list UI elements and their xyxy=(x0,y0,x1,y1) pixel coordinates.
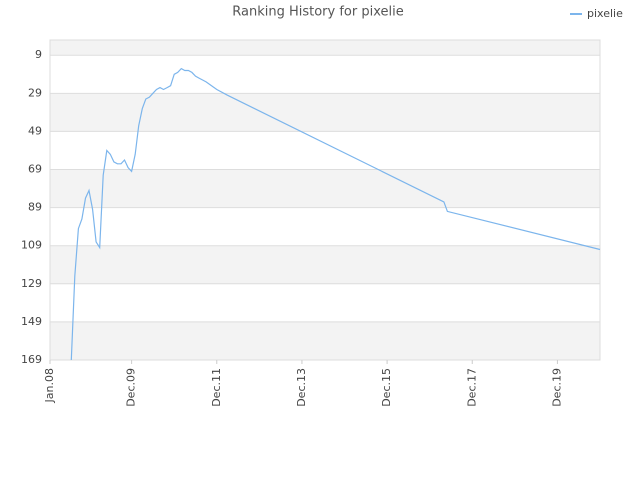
legend-label: pixelie xyxy=(587,7,623,20)
x-tick-label: Dec.11 xyxy=(210,368,223,407)
x-tick-label: Dec.13 xyxy=(295,368,308,407)
y-tick-label: 29 xyxy=(28,86,42,99)
x-tick-label: Dec.19 xyxy=(550,368,563,407)
x-tick-label: Dec.17 xyxy=(465,368,478,407)
x-tick-label: Dec.09 xyxy=(125,368,138,407)
y-tick-label: 149 xyxy=(21,315,42,328)
y-tick-label: 9 xyxy=(35,48,42,61)
y-tick-label: 109 xyxy=(21,239,42,252)
x-tick-label: Dec.15 xyxy=(380,368,393,407)
y-tick-label: 49 xyxy=(28,124,42,137)
plot-band xyxy=(50,55,600,94)
chart-title: Ranking History for pixelie xyxy=(232,5,403,20)
y-tick-label: 169 xyxy=(21,353,42,366)
line-series xyxy=(70,67,601,361)
y-tick-label: 129 xyxy=(21,277,42,290)
plot-border xyxy=(49,39,601,361)
y-tick-label: 69 xyxy=(28,163,42,176)
y-tick-label: 89 xyxy=(28,201,42,214)
plot-band xyxy=(50,283,600,322)
x-tick-label: Jan.08 xyxy=(43,368,56,403)
plot-band xyxy=(50,207,600,246)
plot-band xyxy=(50,131,600,170)
